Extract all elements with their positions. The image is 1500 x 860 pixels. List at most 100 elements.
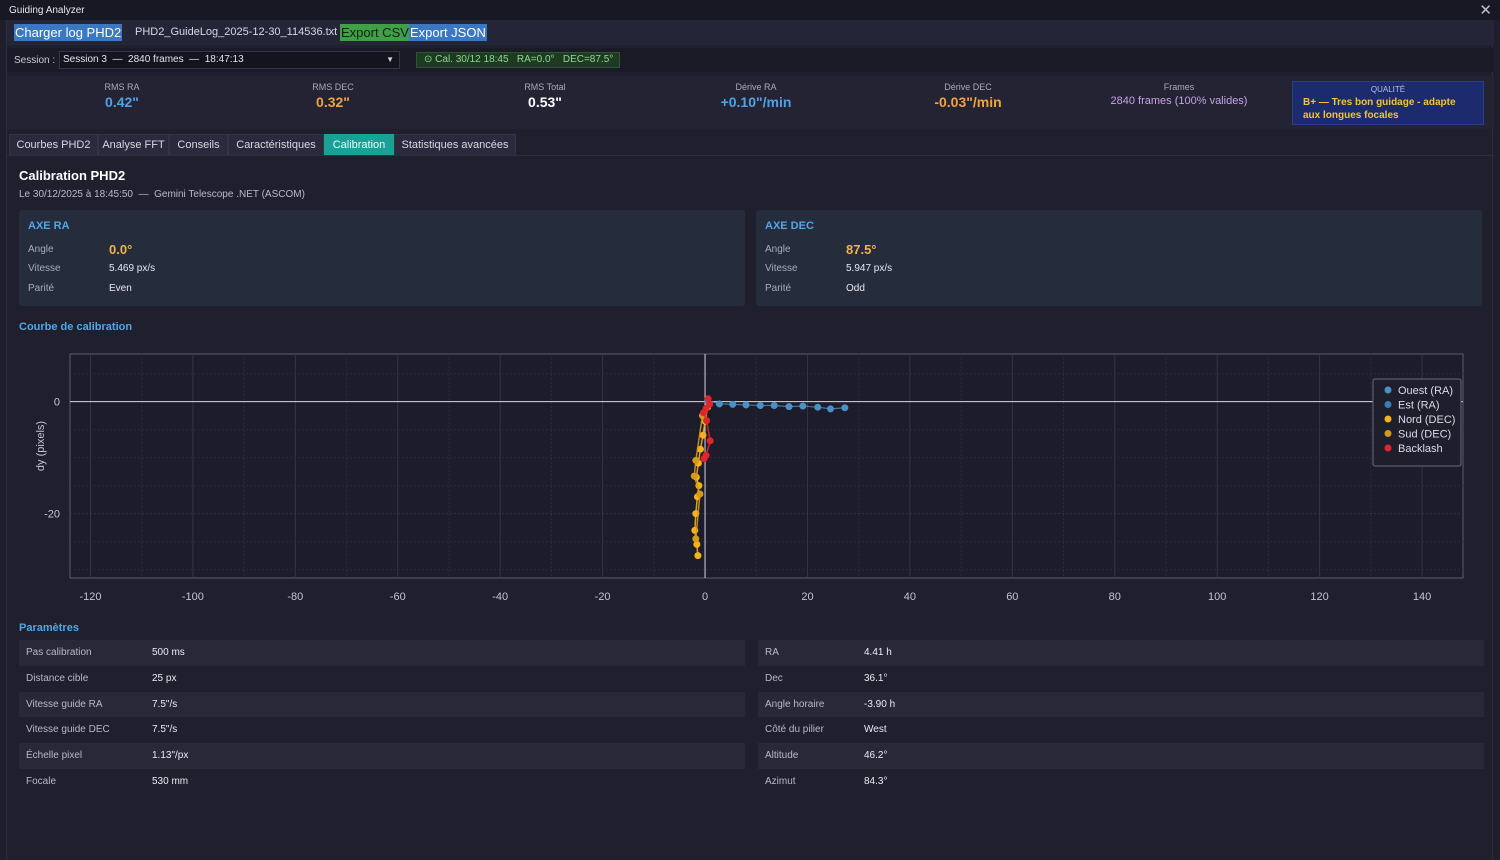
data-point [692, 456, 700, 464]
row-key: Angle [28, 244, 54, 255]
calibration-chart: -120 -100 -80 -60 -40 -20 0 20 40 60 80 100 120 140 0 -… [35, 353, 1464, 603]
param-key: Altitude [765, 750, 799, 762]
row-key: Vitesse [28, 263, 61, 274]
data-point [799, 402, 807, 410]
calibration-badge: ⊙ Cal. 30/12 18:45 RA=0.0° DEC=87.5° [416, 52, 621, 68]
legend-box [1372, 378, 1462, 467]
main-window: Charger log PHD2 PHD2_GuideLog_2025-12-3… [6, 20, 1494, 860]
param-row: Angle horaire -3.90 h [758, 691, 1484, 718]
param-value: 530 mm [152, 775, 189, 787]
close-icon[interactable]: ✕ [1479, 2, 1492, 19]
stat-label: Dérive DEC [944, 82, 992, 92]
stat-value: 2840 frames (100% valides) [1110, 95, 1248, 107]
stat-rms-ra: RMS RA 0.42" [47, 82, 197, 110]
param-row: Focale 530 mm [19, 769, 745, 795]
param-key: Dec [765, 672, 783, 684]
stat-value: 0.42" [105, 94, 139, 110]
dec-axis-heading: AXE DEC [765, 220, 814, 232]
data-point [827, 405, 835, 413]
param-key: Azimut [765, 775, 796, 787]
stat-value: 0.32" [316, 94, 350, 110]
load-log-button[interactable]: Charger log PHD2 [14, 24, 123, 41]
export-csv-button[interactable]: Export CSV [340, 24, 410, 41]
stats-bar: RMS RA 0.42" RMS DEC 0.32" RMS Total 0.5… [7, 76, 1494, 129]
tab-statistiques-avancees[interactable]: Statistiques avancées [394, 134, 516, 156]
param-value: 25 px [152, 672, 177, 684]
data-point [742, 401, 750, 409]
param-row: Altitude 46.2° [758, 743, 1484, 769]
plot-area [69, 353, 1464, 579]
param-value: 46.2° [864, 750, 888, 762]
stat-value: -0.03"/min [934, 94, 1002, 110]
param-value: West [864, 724, 887, 736]
param-key: Côté du pilier [765, 724, 824, 736]
stat-label: RMS Total [524, 82, 566, 92]
data-point [700, 455, 708, 463]
param-key: Distance cible [26, 672, 89, 684]
row-value: Odd [846, 283, 865, 294]
param-row: Vitesse guide DEC 7.5"/s [19, 717, 745, 743]
tab-analyse-fft[interactable]: Analyse FFT [98, 134, 169, 156]
data-point [699, 431, 707, 439]
row-key: Vitesse [765, 263, 798, 274]
title-bar: Guiding Analyzer ✕ [0, 0, 1500, 20]
param-value: 7.5"/s [152, 698, 178, 710]
stat-frames: Frames 2840 frames (100% valides) [1089, 82, 1269, 107]
param-value: 84.3° [864, 775, 888, 787]
param-value: 500 ms [152, 647, 185, 658]
param-key: Pas calibration [26, 647, 92, 658]
export-json-button[interactable]: Export JSON [409, 24, 487, 41]
param-row: Azimut 84.3° [758, 769, 1484, 795]
param-row: RA 4.41 h [758, 640, 1484, 666]
x-tick-label: 0 [702, 591, 708, 603]
stat-label: Frames [1163, 82, 1195, 92]
x-tick-label: -20 [595, 591, 611, 603]
tab-courbes-phd2[interactable]: Courbes PHD2 [9, 134, 98, 156]
toolbar: Charger log PHD2 PHD2_GuideLog_2025-12-3… [7, 20, 1494, 45]
param-row: Distance cible 25 px [19, 666, 745, 692]
tab-calibration[interactable]: Calibration [324, 134, 394, 156]
x-tick-label: -60 [390, 591, 406, 603]
quality-label: QUALITÉ [1370, 85, 1406, 94]
data-point [770, 402, 778, 410]
legend-label: Ouest (RA) [1398, 385, 1453, 397]
data-point [703, 417, 711, 425]
x-tick-label: -100 [182, 591, 204, 603]
session-label: Session : [14, 55, 56, 66]
loaded-filename: PHD2_GuideLog_2025-12-30_114536.txt [135, 26, 338, 38]
param-key: Focale [26, 775, 57, 787]
row-value: 87.5° [846, 242, 877, 257]
stat-label: RMS RA [104, 82, 140, 92]
data-point [814, 403, 822, 411]
x-tick-label: 60 [1006, 591, 1018, 603]
ra-axis-heading: AXE RA [28, 220, 70, 232]
x-tick-label: -120 [79, 591, 101, 603]
window-title: Guiding Analyzer [9, 5, 85, 16]
params-left-table: Pas calibration 500 ms Distance cible 25 p… [19, 640, 745, 795]
param-row: Vitesse guide RA 7.5"/s [19, 691, 745, 718]
session-select[interactable]: Session 3 — 2840 frames — 18:47:13 ▼ [59, 51, 400, 69]
chevron-down-icon: ▼ [386, 55, 394, 64]
y-axis-label: dy (pixels) [35, 421, 47, 471]
param-key: Vitesse guide DEC [26, 724, 110, 736]
data-point [706, 437, 714, 445]
x-tick-label: 140 [1413, 591, 1431, 603]
tab-caracteristiques[interactable]: Caractéristiques [228, 134, 324, 156]
param-key: Angle horaire [765, 698, 825, 710]
curve-heading: Courbe de calibration [19, 321, 133, 333]
data-point [700, 409, 708, 417]
dec-axis-card: AXE DEC Angle 87.5° Vitesse 5.947 px/s P… [756, 210, 1482, 306]
ra-axis-card: AXE RA Angle 0.0° Vitesse 5.469 px/s Par… [19, 210, 745, 306]
legend-marker [1384, 444, 1392, 452]
data-point [692, 535, 700, 543]
row-value: Even [109, 283, 132, 294]
row-value: 5.469 px/s [109, 263, 156, 274]
x-tick-label: 80 [1109, 591, 1121, 603]
param-row: Côté du pilier West [758, 717, 1484, 743]
data-point [694, 552, 702, 560]
param-key: Échelle pixel [26, 750, 83, 762]
x-tick-label: 120 [1310, 591, 1328, 603]
stat-rms-total: RMS Total 0.53" [470, 82, 620, 110]
stat-drift-dec: Dérive DEC -0.03"/min [893, 82, 1043, 110]
tab-conseils[interactable]: Conseils [169, 134, 228, 156]
